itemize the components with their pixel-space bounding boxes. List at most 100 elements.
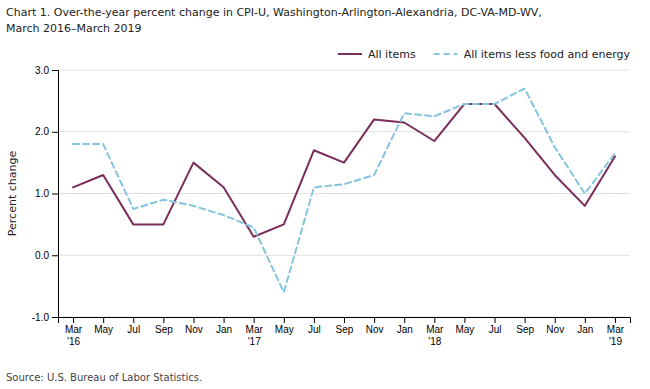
x-tick-mark <box>434 317 435 323</box>
legend-swatch <box>434 53 458 55</box>
x-tick: Sep <box>516 317 534 335</box>
lines <box>73 89 615 293</box>
y-tick-label: 3.0 <box>35 65 49 76</box>
y-axis-line <box>52 71 59 318</box>
y-tick-label: 1.0 <box>35 188 49 199</box>
x-tick: Nov <box>366 317 384 335</box>
x-tick-mark <box>193 317 194 323</box>
x-tick: Sep <box>155 317 173 335</box>
x-tick-mark <box>314 317 315 323</box>
x-tick: Jul <box>308 317 321 335</box>
x-tick-label: Jan <box>577 324 593 335</box>
x-tick-label: May <box>94 324 113 335</box>
x-tick-label-line: '18 <box>428 336 441 347</box>
x-tick-label-line: Nov <box>185 324 203 335</box>
x-tick-label-line: Mar <box>65 324 83 335</box>
x-tick-mark <box>133 317 134 323</box>
x-tick-label: Mar'17 <box>246 324 264 347</box>
x-tick-label: Jan <box>397 324 413 335</box>
x-tick-label: Sep <box>155 324 173 335</box>
x-tick-mark <box>103 317 104 323</box>
x-tick-mark <box>555 317 556 323</box>
x-tick-mark <box>404 317 405 323</box>
x-tick-label: Jul <box>308 324 321 335</box>
x-tick-label-line: Jul <box>489 324 502 335</box>
grid-line <box>58 255 630 256</box>
x-tick-mark <box>254 317 255 323</box>
legend-item: All items less food and energy <box>434 48 631 61</box>
x-tick: May <box>275 317 294 335</box>
x-tick-mark <box>344 317 345 323</box>
x-tick-label-line: Mar <box>607 324 625 335</box>
x-tick-label: Sep <box>516 324 534 335</box>
x-tick-label-line: May <box>94 324 113 335</box>
x-tick: Jan <box>577 317 593 335</box>
x-tick-label-line: '17 <box>248 336 261 347</box>
y-tick-mark <box>52 317 58 318</box>
x-tick-label: Nov <box>546 324 564 335</box>
x-tick: Jan <box>216 317 232 335</box>
x-tick-mark <box>464 317 465 323</box>
y-tick-mark <box>52 70 58 71</box>
x-tick-mark <box>525 317 526 323</box>
x-tick-label: Mar'16 <box>65 324 83 347</box>
y-axis: -1.0 0.0 1.0 2.0 3.0 <box>32 65 59 323</box>
series-line <box>73 104 615 237</box>
legend-item: All items <box>338 48 416 61</box>
y-tick-label: 2.0 <box>35 126 49 137</box>
x-tick-label-line: Sep <box>516 324 534 335</box>
x-tick-mark <box>495 317 496 323</box>
x-tick: Mar'18 <box>426 317 444 347</box>
y-tick-label: -1.0 <box>32 312 50 323</box>
title: Chart 1. Over-the-year percent change in… <box>6 6 542 19</box>
x-tick-mark <box>163 317 164 323</box>
x-tick: Mar'19 <box>607 317 625 347</box>
grid-line <box>58 131 630 132</box>
x-tick-mark <box>73 317 74 323</box>
x-tick-label-line: Jul <box>127 324 140 335</box>
x-tick-label-line: May <box>455 324 474 335</box>
legend-label: All items <box>368 48 416 61</box>
x-tick-label-line: Mar <box>426 324 444 335</box>
x-tick-label: Mar'18 <box>426 324 444 347</box>
series-line <box>73 89 615 293</box>
y-tick: 2.0 <box>35 126 58 137</box>
x-tick: Mar'16 <box>65 317 83 347</box>
grid-line <box>58 70 630 71</box>
x-tick-label-line: May <box>275 324 294 335</box>
x-tick: Jul <box>127 317 140 335</box>
x-tick: May <box>94 317 113 335</box>
x-tick-label-line: '16 <box>67 336 80 347</box>
y-axis-title: Percent change <box>6 151 19 237</box>
x-tick-label-line: Nov <box>546 324 564 335</box>
subtitle: March 2016–March 2019 <box>6 22 142 35</box>
x-tick-mark <box>615 317 616 323</box>
x-tick: Sep <box>336 317 354 335</box>
x-tick-label: Nov <box>185 324 203 335</box>
source: Source: U.S. Bureau of Labor Statistics. <box>6 372 202 383</box>
x-tick-mark <box>374 317 375 323</box>
x-tick-mark <box>284 317 285 323</box>
x-tick-label: Sep <box>336 324 354 335</box>
x-tick-label: Jul <box>127 324 140 335</box>
x-tick-label: May <box>455 324 474 335</box>
x-tick: Nov <box>185 317 203 335</box>
x-axis: Mar'16MayJulSepNovJanMar'17MayJulSepNovJ… <box>59 317 631 347</box>
y-tick-mark <box>52 255 58 256</box>
y-tick-label: 0.0 <box>35 250 49 261</box>
x-tick-mark <box>585 317 586 323</box>
x-tick-label-line: '19 <box>609 336 622 347</box>
x-tick-label-line: Jan <box>216 324 232 335</box>
y-tick: -1.0 <box>32 312 58 323</box>
x-tick: Jan <box>397 317 413 335</box>
legend: All items All items less food and energy <box>338 48 631 61</box>
x-tick-label-line: Jan <box>577 324 593 335</box>
x-tick: Mar'17 <box>246 317 264 347</box>
x-tick-label: Jan <box>216 324 232 335</box>
x-tick-label: Jul <box>489 324 502 335</box>
x-axis-line <box>59 318 631 324</box>
x-tick-label: Mar'19 <box>607 324 625 347</box>
x-tick-label-line: Sep <box>336 324 354 335</box>
y-tick: 1.0 <box>35 188 58 199</box>
x-tick: May <box>455 317 474 335</box>
